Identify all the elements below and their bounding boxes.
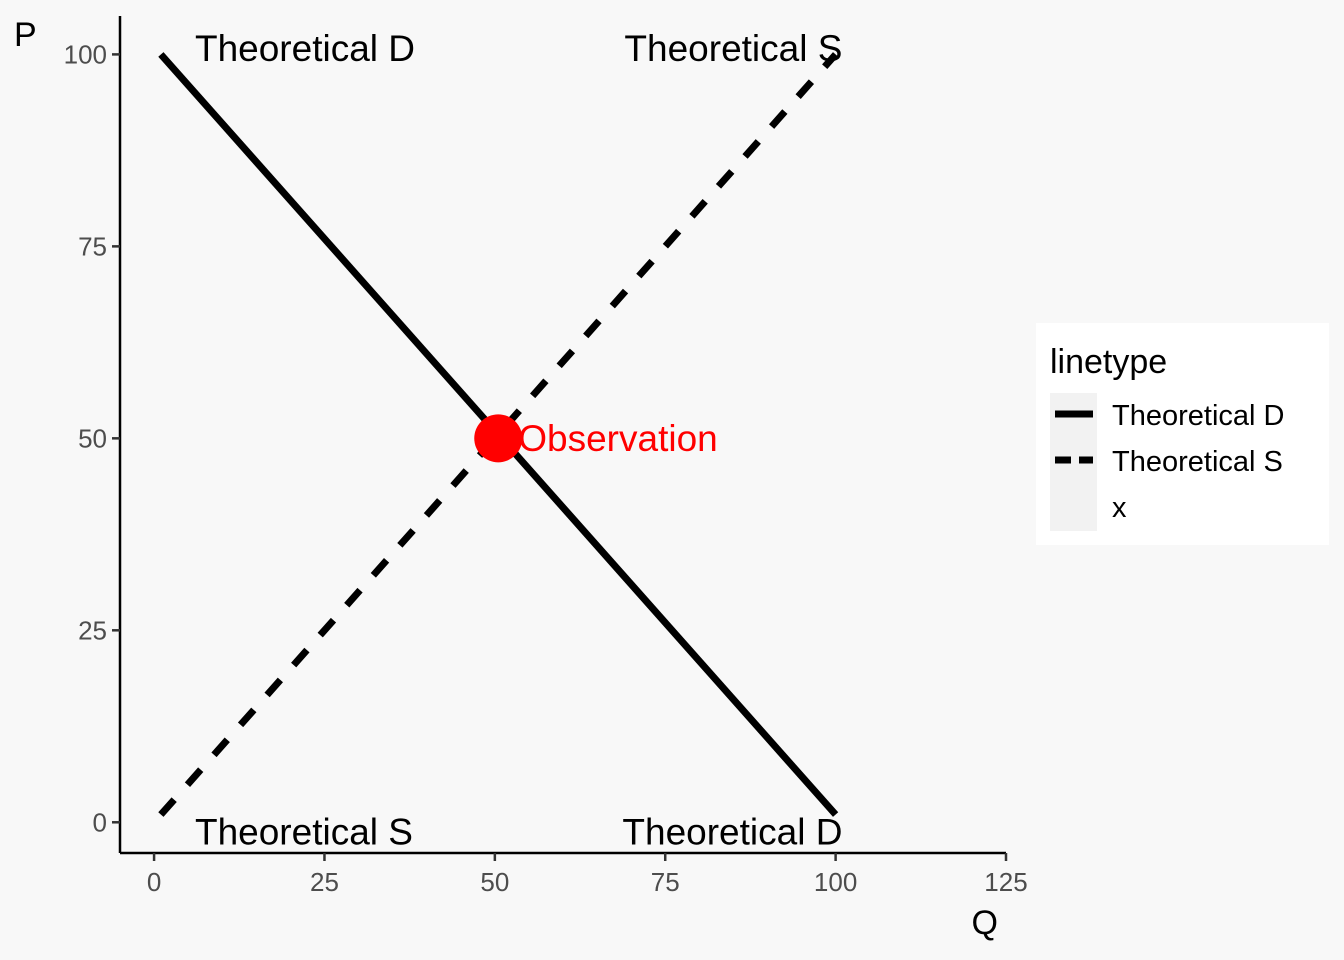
y-tick-label: 100 bbox=[64, 39, 107, 69]
x-tick-label: 75 bbox=[651, 867, 680, 897]
observation-label: Observation bbox=[518, 418, 718, 459]
y-axis-title: P bbox=[14, 16, 37, 54]
y-tick-label: 75 bbox=[78, 231, 107, 261]
y-tick-label: 25 bbox=[78, 615, 107, 645]
plot-area: Observation Theoretical D Theoretical S The… bbox=[158, 28, 842, 852]
supply-line bbox=[158, 52, 839, 817]
x-tick-label: 25 bbox=[310, 867, 339, 897]
legend-title: linetype bbox=[1050, 343, 1167, 381]
y-tick-label: 0 bbox=[93, 807, 107, 837]
legend-label: Theoretical S bbox=[1112, 446, 1283, 478]
curve-label-3: Theoretical S bbox=[195, 811, 413, 852]
x-tick-label: 100 bbox=[814, 867, 857, 897]
axes: 0 25 50 75 100 125 0 25 50 75 100 Q P bbox=[14, 16, 1028, 942]
legend-label: Theoretical D bbox=[1112, 400, 1284, 432]
curve-label-4: Theoretical D bbox=[622, 811, 842, 852]
observation-point bbox=[474, 414, 523, 463]
curve-label-1: Theoretical D bbox=[195, 28, 415, 69]
legend: linetype Theoretical D Theoretical S x bbox=[1036, 323, 1329, 545]
y-tick-label: 50 bbox=[78, 423, 107, 453]
legend-key-background bbox=[1050, 485, 1097, 531]
legend-label: x bbox=[1112, 492, 1127, 524]
curve-label-2: Theoretical S bbox=[624, 28, 842, 69]
x-tick-label: 125 bbox=[984, 867, 1027, 897]
x-axis-title: Q bbox=[972, 904, 998, 942]
x-tick-label: 0 bbox=[147, 867, 161, 897]
x-tick-label: 50 bbox=[480, 867, 509, 897]
